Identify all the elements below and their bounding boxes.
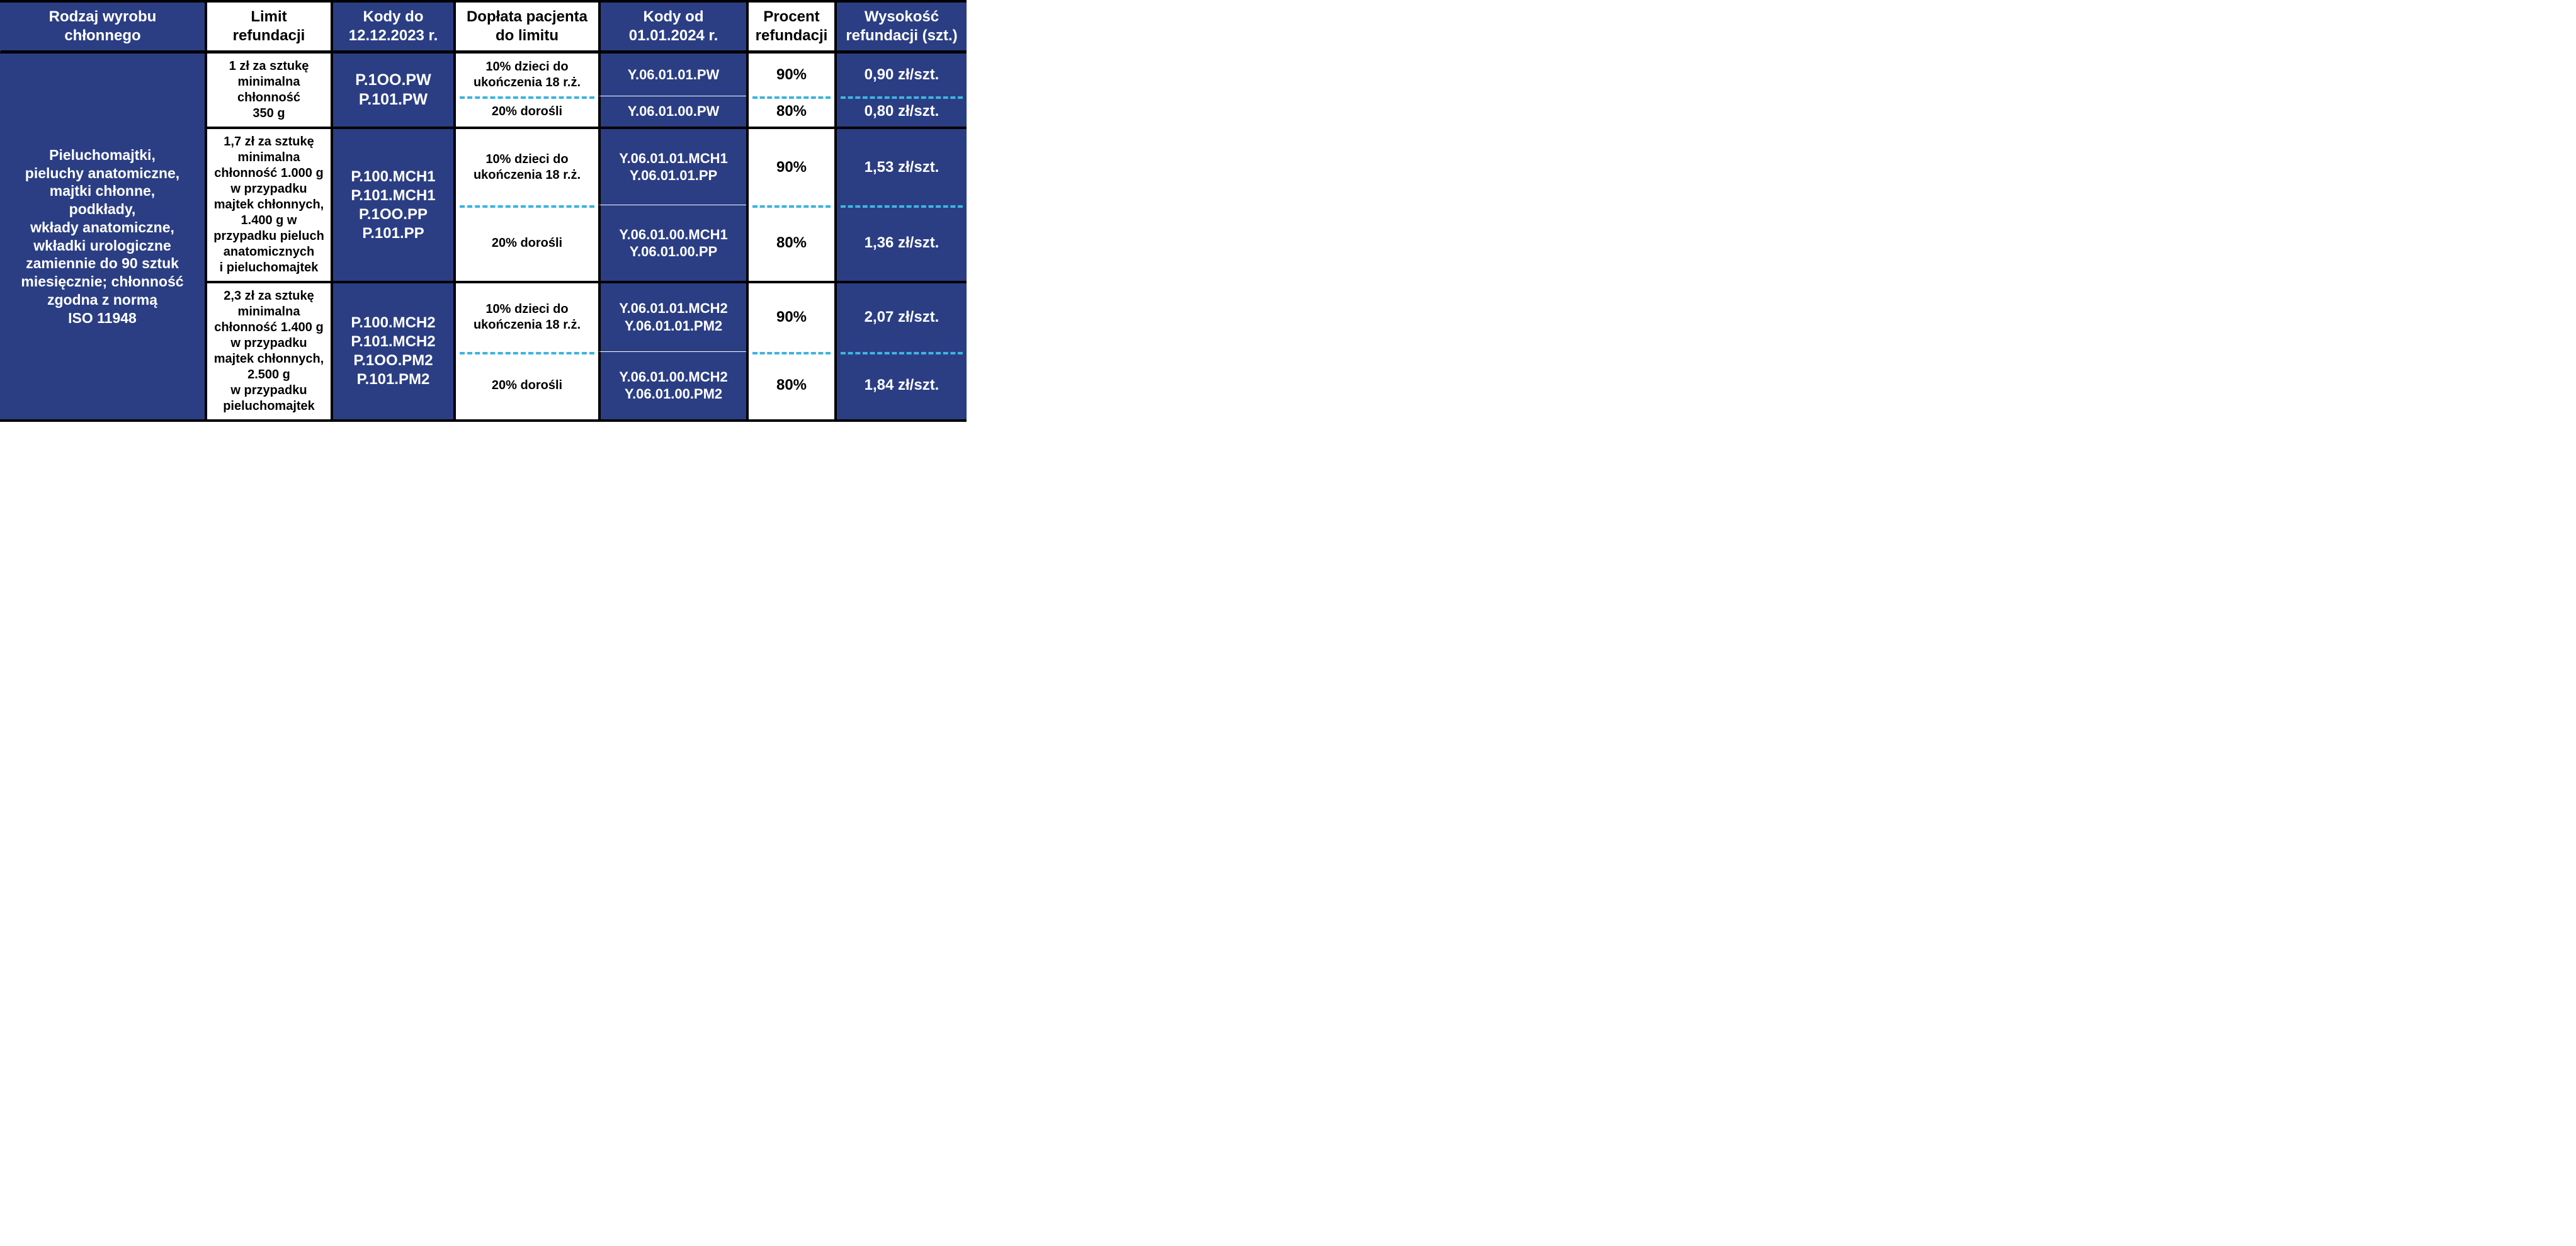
th-product-type: Rodzaj wyrobu chłonnego [0, 3, 205, 54]
g3-wys-a: 2,07 zł/szt. [834, 283, 967, 352]
g1-wys-a: 0,90 zł/szt. [834, 54, 967, 96]
g1-procent-b: 80% [746, 96, 834, 129]
th-procent: Procent refundacji [746, 3, 834, 54]
g1-doplata-a: 10% dzieci do ukończenia 18 r.ż. [453, 54, 598, 96]
g3-wys-b: 1,84 zł/szt. [834, 352, 967, 422]
g3-codes-new-a: Y.06.01.01.MCH2 Y.06.01.01.PM2 [598, 283, 746, 352]
g3-limit: 2,3 zł za sztukę minimalna chłonność 1.4… [205, 283, 331, 422]
th-codes-new: Kody od 01.01.2024 r. [598, 3, 746, 54]
product-type-cell: Pieluchomajtki, pieluchy anatomiczne, ma… [0, 54, 205, 422]
g3-doplata-b: 20% dorośli [453, 352, 598, 422]
g1-codes-old: P.1OO.PW P.101.PW [331, 54, 453, 129]
th-doplata: Dopłata pacjenta do limitu [453, 3, 598, 54]
g2-wys-b: 1,36 zł/szt. [834, 205, 967, 283]
th-codes-old: Kody do 12.12.2023 r. [331, 3, 453, 54]
th-limit: Limit refundacji [205, 3, 331, 54]
g1-limit: 1 zł za sztukę minimalna chłonność 350 g [205, 54, 331, 129]
g2-procent-a: 90% [746, 129, 834, 205]
g2-codes-old: P.100.MCH1 P.101.MCH1 P.1OO.PP P.101.PP [331, 129, 453, 283]
g1-codes-new-a: Y.06.01.01.PW [598, 54, 746, 96]
g2-codes-new-b: Y.06.01.00.MCH1 Y.06.01.00.PP [598, 205, 746, 283]
g3-doplata-a: 10% dzieci do ukończenia 18 r.ż. [453, 283, 598, 352]
g1-procent-a: 90% [746, 54, 834, 96]
g3-procent-b: 80% [746, 352, 834, 422]
th-wysokosc: Wysokość refundacji (szt.) [834, 3, 967, 54]
refund-table: Rodzaj wyrobu chłonnego Limit refundacji… [0, 0, 967, 422]
g3-codes-new-b: Y.06.01.00.MCH2 Y.06.01.00.PM2 [598, 352, 746, 422]
g2-limit: 1,7 zł za sztukę minimalna chłonność 1.0… [205, 129, 331, 283]
g2-doplata-b: 20% dorośli [453, 205, 598, 283]
g2-doplata-a: 10% dzieci do ukończenia 18 r.ż. [453, 129, 598, 205]
g1-codes-new-b: Y.06.01.00.PW [598, 96, 746, 129]
g1-wys-b: 0,80 zł/szt. [834, 96, 967, 129]
g1-doplata-b: 20% dorośli [453, 96, 598, 129]
g3-procent-a: 90% [746, 283, 834, 352]
g2-procent-b: 80% [746, 205, 834, 283]
g3-codes-old: P.100.MCH2 P.101.MCH2 P.1OO.PM2 P.101.PM… [331, 283, 453, 422]
g2-codes-new-a: Y.06.01.01.MCH1 Y.06.01.01.PP [598, 129, 746, 205]
g2-wys-a: 1,53 zł/szt. [834, 129, 967, 205]
